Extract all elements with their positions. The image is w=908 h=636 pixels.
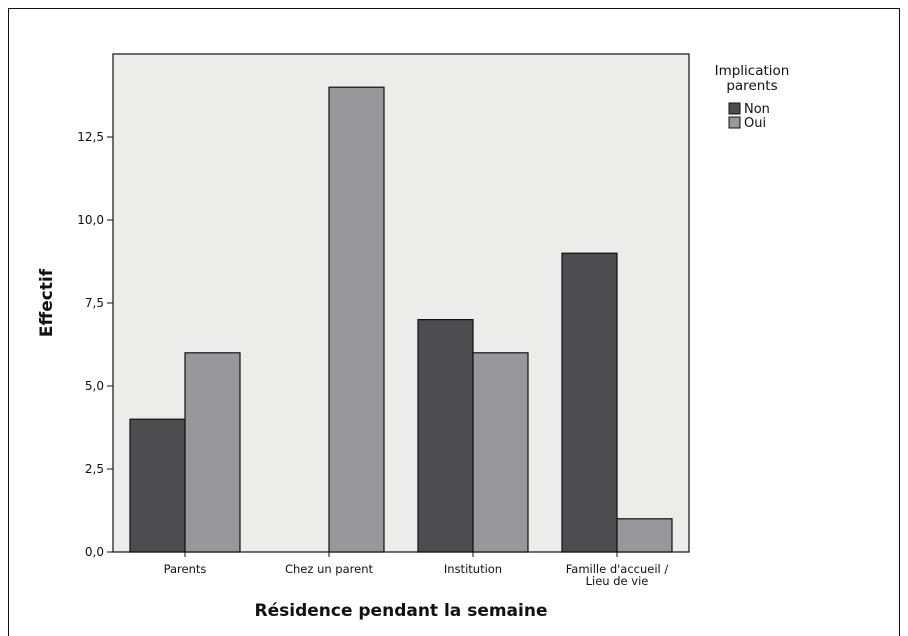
y-tick-label: 5,0 xyxy=(85,379,104,393)
x-axis-categories: Parents Chez un parent Institution Famille … xyxy=(164,552,669,588)
y-axis: 0,0 2,5 5,0 7,5 10,0 12,5 xyxy=(77,130,113,559)
legend-label-non: Non xyxy=(744,102,770,117)
y-tick-label: 10,0 xyxy=(77,213,104,227)
bar-non-0 xyxy=(129,418,186,553)
y-tick-label: 7,5 xyxy=(85,296,104,310)
x-category-label: Famille d'accueil / xyxy=(566,562,669,576)
x-axis-title: Résidence pendant la semaine xyxy=(255,601,548,621)
bars-group xyxy=(129,86,673,553)
bar-oui-0 xyxy=(184,352,241,553)
bar-oui-1 xyxy=(328,86,385,553)
legend-title: Implication xyxy=(715,63,790,79)
legend-swatch-non xyxy=(728,102,741,115)
y-tick-label: 0,0 xyxy=(85,545,104,559)
y-tick-label: 2,5 xyxy=(85,462,104,476)
x-category-label: Parents xyxy=(164,562,207,576)
legend-label-oui: Oui xyxy=(744,116,766,131)
x-category-label: Institution xyxy=(444,562,502,576)
bar-oui-2 xyxy=(472,352,529,553)
legend-title: parents xyxy=(726,78,777,94)
bar-non-3 xyxy=(561,252,618,553)
bar-non-2 xyxy=(417,319,474,553)
x-category-label: Lieu de vie xyxy=(586,574,649,588)
y-tick-label: 12,5 xyxy=(77,130,104,144)
legend-swatch-oui xyxy=(728,116,741,129)
x-category-label: Chez un parent xyxy=(285,562,374,576)
bar-oui-3 xyxy=(616,518,673,553)
y-axis-title: Effectif xyxy=(37,268,57,337)
